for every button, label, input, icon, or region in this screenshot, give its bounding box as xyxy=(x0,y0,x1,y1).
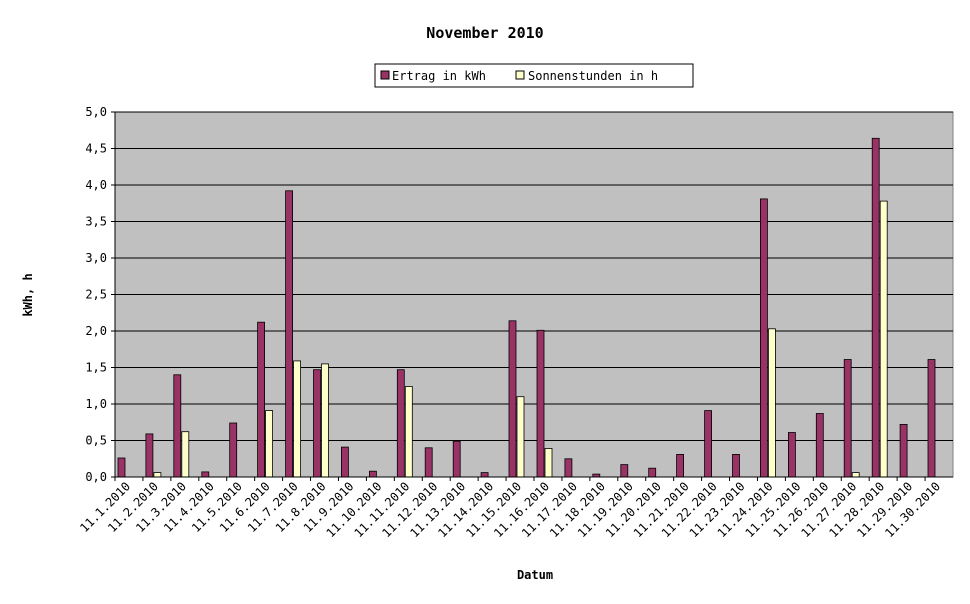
y-tick-label: 0,0 xyxy=(85,470,107,484)
bar-sonnenstunden xyxy=(768,328,776,478)
bar-sonnenstunden xyxy=(851,472,860,478)
bar-sonnenstunden xyxy=(153,472,162,478)
y-tick-label: 2,5 xyxy=(85,288,107,302)
bar-ertrag xyxy=(229,422,238,478)
bars xyxy=(117,137,936,478)
bar-ertrag xyxy=(508,320,517,478)
bar-ertrag xyxy=(396,369,405,478)
y-tick-label: 0,5 xyxy=(85,434,107,448)
bar-ertrag xyxy=(285,190,294,478)
y-tick-label: 3,0 xyxy=(85,251,107,265)
bar-ertrag xyxy=(201,471,210,478)
legend-box xyxy=(374,63,694,88)
bar-ertrag xyxy=(760,198,768,478)
y-tick-label: 3,5 xyxy=(85,215,107,229)
bar-sonnenstunden xyxy=(265,410,274,478)
y-tick-label: 1,0 xyxy=(85,397,107,411)
y-axis-label: kWh, h xyxy=(21,273,35,316)
bar-sonnenstunden xyxy=(293,360,302,478)
bar-ertrag xyxy=(620,464,629,478)
bar-ertrag xyxy=(480,472,489,478)
bar-ertrag xyxy=(704,410,712,478)
bar-ertrag xyxy=(368,470,377,478)
y-axis-ticks: 0,0 0,5 1,0 1,5 2,0 2,5 3,0 3,5 4,0 4,5 5,0 xyxy=(85,105,115,484)
y-tick-label: 1,5 xyxy=(85,361,107,375)
bar-ertrag xyxy=(871,137,880,478)
y-tick-label: 5,0 xyxy=(85,105,107,119)
bar-ertrag xyxy=(788,432,796,478)
y-tick-label: 4,5 xyxy=(85,142,107,156)
bar-ertrag xyxy=(257,321,266,478)
bar-ertrag xyxy=(927,359,936,478)
x-axis-ticks: 11.1.201011.2.201011.3.201011.4.201011.5… xyxy=(77,477,943,540)
bar-ertrag xyxy=(117,457,126,478)
chart-title: November 2010 xyxy=(426,24,543,42)
bar-ertrag xyxy=(732,453,740,478)
bar-ertrag xyxy=(313,369,321,478)
bar-sonnenstunden xyxy=(321,363,329,478)
bar-sonnenstunden xyxy=(404,386,413,478)
legend-label-sonnenstunden: Sonnenstunden in h xyxy=(528,69,658,83)
gridlines xyxy=(115,111,953,441)
x-axis-label: Datum xyxy=(517,568,553,582)
bar-sonnenstunden xyxy=(516,396,525,478)
bar-ertrag xyxy=(424,447,433,478)
bar-ertrag xyxy=(899,423,908,478)
bar-sonnenstunden xyxy=(181,431,190,478)
legend-swatch-ertrag xyxy=(380,70,390,80)
y-tick-label: 4,0 xyxy=(85,178,107,192)
bar-sonnenstunden xyxy=(544,448,553,478)
bar-ertrag xyxy=(340,446,349,478)
legend-label-ertrag: Ertrag in kWh xyxy=(392,69,486,83)
legend-swatch-sonnenstunden xyxy=(515,70,525,80)
y-tick-label: 2,0 xyxy=(85,324,107,338)
bar-ertrag xyxy=(843,359,852,478)
bar-ertrag xyxy=(648,467,657,478)
bar-ertrag xyxy=(145,433,154,478)
bar-ertrag xyxy=(536,329,545,478)
bar-ertrag xyxy=(564,458,573,478)
bar-ertrag xyxy=(173,374,182,478)
bar-ertrag xyxy=(676,453,684,478)
bar-sonnenstunden xyxy=(879,200,888,478)
bar-ertrag xyxy=(452,440,461,478)
bar-ertrag xyxy=(815,413,824,478)
legend: Ertrag in kWh Sonnenstunden in h xyxy=(374,63,694,88)
